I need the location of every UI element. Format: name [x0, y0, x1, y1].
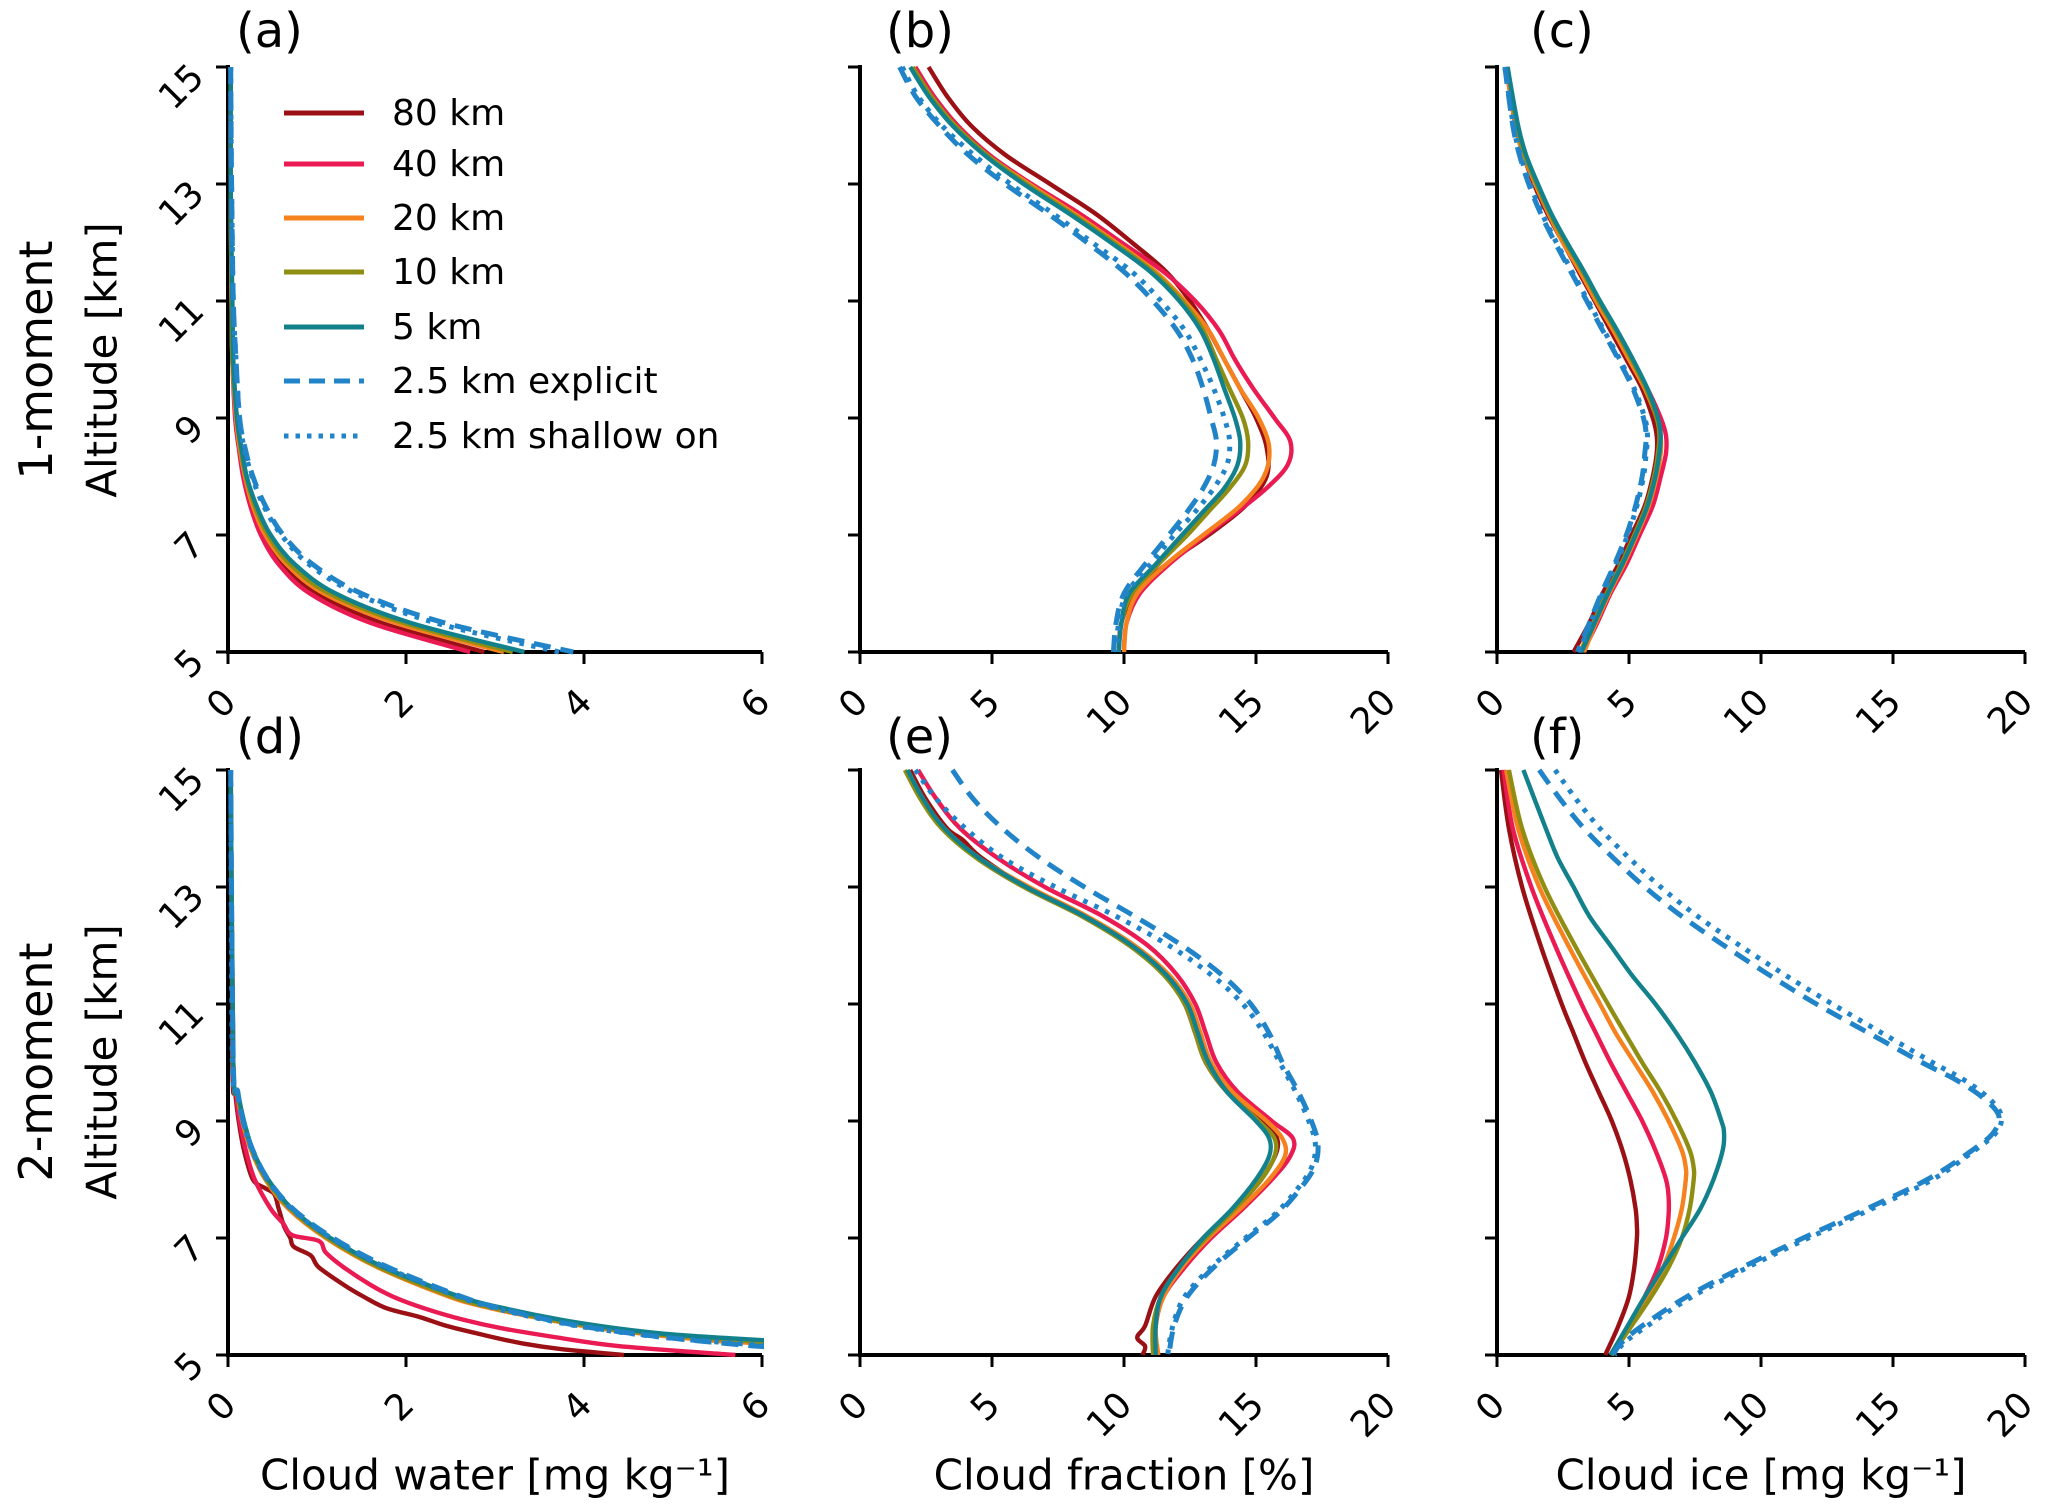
legend-label-20km: 20 km — [392, 198, 506, 239]
x-tick-label: 10 — [1079, 1384, 1140, 1445]
y-axis-label-row1: Altitude [km] — [77, 222, 127, 498]
legend-label-explicit: 2.5 km explicit — [392, 361, 658, 402]
x-tick-label: 5 — [1600, 681, 1645, 726]
panel-a-title: (a) — [236, 3, 303, 59]
series-a-2-5-km-shallow-on — [228, 66, 560, 655]
x-tick-label: 2 — [377, 1384, 422, 1429]
panel-c-axes-spines — [1495, 65, 2025, 654]
panel-d-axes-spines — [226, 768, 762, 1357]
x-tick-label: 5 — [1600, 1384, 1645, 1429]
legend — [284, 110, 364, 439]
series-e-80-km — [908, 768, 1281, 1356]
panel-d: 5 7 9 11 13 15 0 2 4 6 — [151, 759, 778, 1429]
series-c-20-km — [1504, 66, 1664, 653]
y-tick-label: 7 — [167, 1227, 212, 1272]
y-tick-label: 11 — [151, 290, 212, 351]
y-axis-label-row2: Altitude [km] — [77, 924, 127, 1200]
series-b-2-5-km-shallow-on — [899, 65, 1233, 653]
x-tick-label: 10 — [1079, 681, 1140, 742]
series-f-80-km — [1498, 769, 1640, 1356]
series-b-2-5-km-explicit — [897, 65, 1219, 653]
panel-d-title: (d) — [236, 709, 304, 765]
x-tick-label: 5 — [963, 1384, 1008, 1429]
x-tick-label: 15 — [1848, 681, 1909, 742]
y-tick-label: 5 — [167, 641, 212, 686]
x-tick-label: 6 — [733, 681, 778, 726]
legend-label-5km: 5 km — [392, 307, 483, 348]
series-c-10-km — [1505, 66, 1662, 653]
series-f-40-km — [1501, 769, 1672, 1357]
series-f-5-km — [1521, 769, 1727, 1357]
x-tick-label: 2 — [377, 681, 422, 726]
panel-b: 0 5 10 15 20 — [831, 65, 1404, 743]
series-e-10-km — [902, 768, 1279, 1356]
series-c-5-km — [1505, 66, 1663, 653]
x-tick-label: 15 — [1211, 681, 1272, 742]
series-c-40-km — [1504, 66, 1669, 653]
legend-label-80km: 80 km — [392, 93, 506, 134]
x-tick-label: 4 — [555, 681, 600, 726]
series-e-20-km — [905, 768, 1289, 1356]
legend-label-shallow: 2.5 km shallow on — [392, 416, 720, 457]
x-tick-label: 0 — [1468, 681, 1513, 726]
x-tick-label: 4 — [555, 1384, 600, 1429]
x-tick-label: 20 — [1343, 1384, 1404, 1445]
y-tick-label: 9 — [167, 407, 212, 452]
x-tick-label: 20 — [1980, 1384, 2041, 1445]
x-tick-label: 0 — [831, 1384, 876, 1429]
x-tick-label: 15 — [1848, 1384, 1909, 1445]
panel-b-title: (b) — [886, 3, 954, 59]
series-b-5-km — [908, 65, 1243, 653]
panel-c-title: (c) — [1530, 3, 1594, 59]
panel-e-title: (e) — [886, 709, 953, 765]
y-tick-label: 15 — [151, 759, 212, 820]
panel-f-title: (f) — [1530, 709, 1585, 765]
panel-f-axes-spines — [1495, 768, 2025, 1357]
panel-f: 0 5 10 15 20 — [1468, 768, 2041, 1446]
series-d-2-5-km-explicit — [228, 769, 764, 1350]
y-tick-label: 7 — [167, 524, 212, 569]
series-f-2-5-km-explicit — [1537, 768, 2002, 1357]
x-tick-label: 5 — [963, 681, 1008, 726]
series-c-2-5-km-shallow-on — [1502, 66, 1651, 653]
row-label-2moment: 2-moment — [9, 942, 63, 1182]
y-tick-label: 13 — [151, 876, 212, 937]
row-label-1moment: 1-moment — [9, 240, 63, 480]
series-c-2-5-km-explicit — [1502, 66, 1649, 653]
series-e-2-5-km-shallow-on — [913, 768, 1318, 1356]
y-tick-label: 9 — [167, 1110, 212, 1155]
panel-b-axes-spines — [858, 65, 1388, 654]
series-f-2-5-km-shallow-on — [1553, 768, 2005, 1357]
x-tick-label: 15 — [1211, 1384, 1272, 1445]
y-tick-label: 5 — [167, 1344, 212, 1389]
panel-c: 0 5 10 15 20 — [1468, 65, 2041, 743]
series-d-80-km — [228, 769, 625, 1358]
legend-label-10km: 10 km — [392, 252, 506, 293]
series-d-40-km — [228, 769, 736, 1358]
x-tick-label: 10 — [1716, 681, 1777, 742]
x-tick-label: 10 — [1716, 1384, 1777, 1445]
x-tick-label: 6 — [733, 1384, 778, 1429]
x-axis-label-cloud-fraction: Cloud fraction [%] — [933, 1450, 1315, 1500]
x-tick-label: 0 — [1468, 1384, 1513, 1429]
x-tick-label: 20 — [1980, 681, 2041, 742]
panel-e: 0 5 10 15 20 — [831, 768, 1404, 1446]
x-tick-label: 20 — [1343, 681, 1404, 742]
series-e-5-km — [905, 768, 1274, 1356]
y-tick-label: 15 — [151, 56, 212, 117]
y-tick-label: 11 — [151, 993, 212, 1054]
x-axis-label-cloud-ice: Cloud ice [mg kg⁻¹] — [1555, 1450, 1967, 1500]
x-axis-label-cloud-water: Cloud water [mg kg⁻¹] — [259, 1450, 731, 1500]
series-f-10-km — [1506, 769, 1697, 1357]
series-e-2-5-km-explicit — [950, 768, 1321, 1356]
series-d-2-5-km-shallow-on — [228, 769, 764, 1348]
x-tick-label: 0 — [199, 1384, 244, 1429]
legend-label-40km: 40 km — [392, 144, 506, 185]
panel-e-axes-spines — [858, 768, 1388, 1357]
x-tick-label: 0 — [831, 681, 876, 726]
y-tick-label: 13 — [151, 173, 212, 234]
